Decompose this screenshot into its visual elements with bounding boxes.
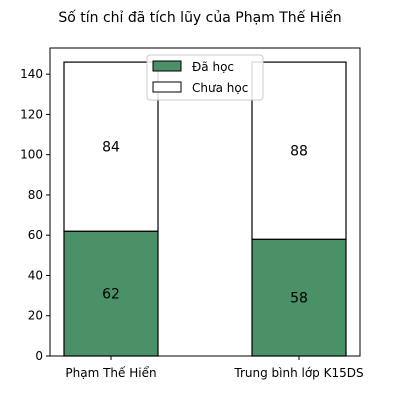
bar-value-label: 62 [102,287,120,303]
chart-title: Số tín chỉ đã tích lũy của Phạm Thế Hiển [58,9,341,26]
x-tick-label: Trung bình lớp K15DS [233,366,363,380]
bar-value-label: 88 [290,144,308,160]
y-tick-label: 120 [20,107,43,121]
y-tick-label: 0 [35,349,43,363]
legend-label: Chưa học [192,81,248,95]
x-tick-label: Phạm Thế Hiển [65,366,156,380]
legend-swatch [152,60,182,72]
legend-swatch [152,81,182,93]
bar-remaining-1 [63,61,159,232]
bar-completed-1 [63,230,159,357]
y-tick-label: 100 [20,148,43,162]
bar-value-label: 58 [290,291,308,307]
y-tick-label: 60 [28,228,43,242]
legend-label: Đã học [192,60,234,74]
bar-value-label: 84 [102,140,120,156]
plot-area: 62 84 58 88 0 20 40 60 80 100 120 140 Phạm Thế Hiển T… [20,47,364,380]
y-tick-label: 140 [20,67,43,81]
y-tick-label: 20 [28,309,43,323]
axes-frame [49,47,361,357]
y-tick-label: 80 [28,188,43,202]
bar-remaining-2 [251,61,347,240]
y-tick-label: 40 [28,268,43,282]
